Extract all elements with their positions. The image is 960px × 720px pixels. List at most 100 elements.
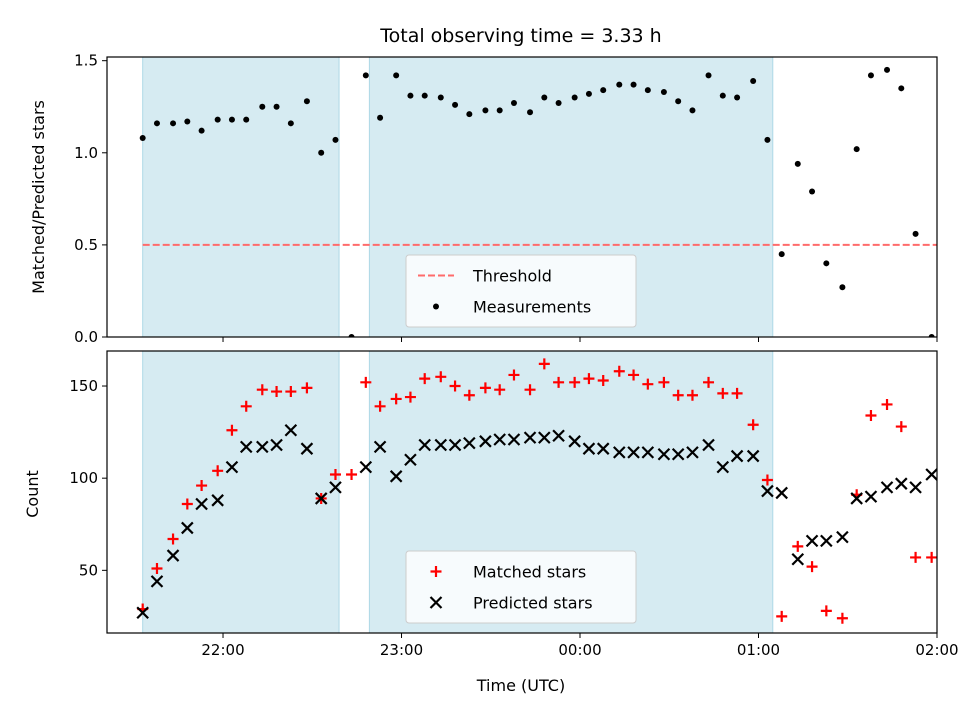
matched-stars-point-15 [346, 468, 358, 480]
measurements-point-21 [437, 94, 444, 101]
predicted-stars-point-3 [166, 549, 180, 562]
y-tick-label: 150 [69, 377, 98, 395]
y-tick-label: 100 [69, 469, 98, 487]
matched-stars-point-7 [226, 424, 238, 436]
matched-stars-point-27 [524, 384, 536, 396]
matched-stars-point-54 [926, 551, 937, 563]
x-tick-label: 22:00 [201, 641, 244, 659]
matched-stars-point-46 [806, 561, 818, 573]
matched-stars-point-29 [553, 376, 565, 388]
x-tick-label: 00:00 [558, 641, 601, 659]
predicted-stars-point-6 [211, 494, 224, 507]
measurements-point-36 [660, 89, 667, 95]
matched-stars-point-36 [658, 376, 670, 388]
predicted-stars-point-52 [909, 481, 922, 494]
predicted-stars-point-24 [493, 433, 506, 446]
predicted-stars-point-23 [479, 435, 492, 448]
predicted-stars-point-27 [538, 431, 551, 444]
predicted-stars-point-48 [850, 492, 863, 505]
predicted-stars-point-43 [775, 486, 788, 500]
matched-stars-point-5 [196, 480, 208, 492]
legend-box [405, 254, 637, 328]
matched-stars-point-12 [301, 382, 313, 394]
measurements-point-46 [809, 188, 816, 195]
matched-stars-point-52 [895, 421, 907, 433]
matched-stars-point-40 [717, 387, 729, 399]
matched-stars-point-22 [449, 380, 461, 392]
predicted-stars-point-30 [582, 442, 596, 455]
x-tick-label: 23:00 [380, 641, 423, 659]
measurements-point-10 [273, 103, 280, 110]
top-panel: 0.0 0.5 1.0 1.5 Threshold Measurements [74, 52, 938, 346]
matched-stars-point-14 [329, 468, 341, 480]
measurements-point-6 [214, 116, 221, 123]
predicted-stars-point-46 [820, 534, 833, 548]
matched-stars-point-4 [181, 498, 193, 510]
panel-2-frame [106, 350, 938, 634]
matched-stars-point-37 [672, 389, 684, 401]
chart-title: Total observing time = 3.33 h [379, 25, 661, 47]
legend-label: Matched stars [473, 563, 586, 582]
matched-stars-point-28 [538, 358, 550, 370]
measurements-point-9 [259, 103, 266, 110]
measurements-point-43 [764, 136, 771, 143]
predicted-stars-point-11 [284, 423, 298, 437]
measurements-point-39 [705, 72, 712, 79]
predicted-stars-point-15 [359, 460, 373, 474]
predicted-stars-point-25 [507, 433, 521, 446]
measurements-point-51 [884, 66, 891, 73]
predicted-stars-point-39 [716, 460, 730, 474]
matched-stars-point-21 [435, 371, 447, 383]
measurements-point-32 [600, 87, 607, 94]
predicted-stars-point-22 [463, 436, 476, 450]
matched-stars-point-6 [212, 465, 224, 477]
predicted-stars-point-13 [314, 492, 328, 505]
matched-stars-point-38 [686, 389, 698, 401]
matched-stars-point-3 [167, 533, 179, 545]
measurements-point-47 [823, 260, 830, 267]
predicted-stars-point-20 [434, 438, 448, 452]
predicted-stars-point-10 [270, 438, 283, 452]
measurements-point-22 [452, 101, 459, 108]
measurements-point-40 [719, 92, 726, 99]
predicted-stars-point-5 [195, 497, 208, 511]
measurements-point-28 [541, 94, 548, 101]
predicted-stars-point-38 [702, 438, 715, 452]
matched-stars-point-41 [731, 387, 743, 399]
measurements-point-49 [853, 146, 860, 153]
bottom-panel: 50 100 150 22:00 23:00 00:00 01:00 02:00 Matched… [69, 350, 959, 659]
measurements-point-20 [421, 92, 428, 99]
measurements-point-12 [303, 98, 310, 105]
matched-stars-point-16 [360, 376, 372, 388]
matched-stars-point-25 [494, 384, 506, 396]
measurements-point-24 [482, 107, 489, 114]
legend-predicted-swatch [429, 596, 443, 609]
panel-2-marks [136, 358, 937, 624]
predicted-stars-point-41 [746, 449, 760, 463]
measurements-point-3 [170, 120, 177, 127]
matched-stars-point-33 [613, 365, 625, 377]
top-y-axis-title: Matched/Predicted stars [29, 100, 48, 294]
predicted-stars-point-33 [627, 446, 640, 459]
y-tick-label: 50 [79, 561, 98, 579]
predicted-stars-point-49 [864, 490, 878, 503]
matched-stars-point-34 [628, 369, 640, 381]
y-tick-label: 0.5 [74, 236, 98, 254]
predicted-stars-point-28 [552, 429, 565, 443]
measurements-point-41 [734, 94, 741, 101]
measurements-point-52 [898, 85, 905, 92]
predicted-stars-point-4 [181, 521, 194, 535]
y-tick-label: 1.0 [74, 144, 98, 162]
measurements-point-4 [184, 118, 191, 125]
y-tick-label: 0.0 [74, 328, 98, 346]
legend-label: Predicted stars [473, 594, 593, 613]
predicted-stars-point-12 [300, 442, 314, 455]
matched-stars-point-9 [256, 384, 268, 396]
predicted-stars-point-1 [136, 606, 149, 620]
measurements-point-31 [585, 90, 592, 97]
measurements-point-50 [867, 72, 874, 79]
matched-stars-point-23 [463, 389, 475, 401]
observing-window-1 [142, 56, 340, 338]
predicted-stars-point-21 [448, 438, 462, 452]
